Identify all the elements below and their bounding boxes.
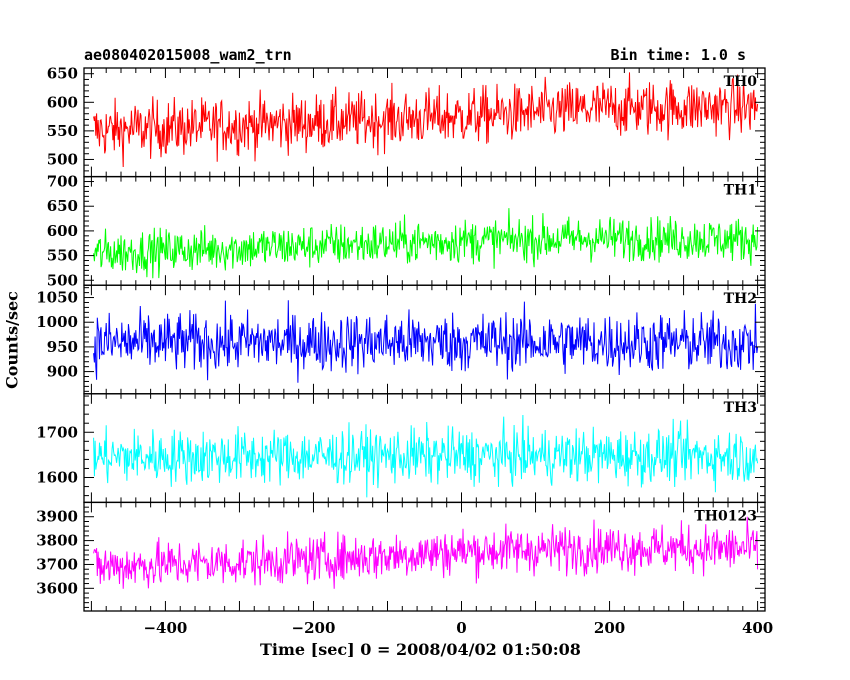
y-tick-label-th1: 500 (47, 271, 78, 289)
y-tick-label-th0123: 3700 (36, 555, 78, 573)
y-axis-label: Counts/sec (2, 291, 22, 389)
x-tick-label: −400 (143, 619, 187, 637)
y-tick-label-th0: 650 (47, 65, 78, 83)
panel-frame-th1 (83, 175, 766, 286)
x-tick-label: 200 (594, 619, 625, 637)
y-tick-label-th0123: 3900 (36, 508, 78, 526)
panel-label-th2: TH2 (724, 291, 757, 307)
y-tick-label-th0123: 3800 (36, 532, 78, 550)
y-tick-label-th0: 550 (47, 122, 78, 140)
y-tick-label-th0: 600 (47, 93, 78, 111)
bin-time-label: Bin time: 1.0 s (610, 46, 746, 64)
panel-label-th0123: TH0123 (694, 508, 757, 524)
y-tick-label-th1: 550 (47, 247, 78, 265)
chart-title: ae080402015008_wam2_trn (84, 46, 292, 64)
panel-frame-th0123 (83, 501, 766, 612)
panel-label-th1: TH1 (724, 183, 757, 199)
x-tick-label: −200 (292, 619, 336, 637)
series-line-th0123 (93, 516, 759, 589)
y-tick-label-th2: 1000 (36, 313, 78, 331)
y-tick-label-th1: 650 (47, 197, 78, 215)
y-tick-label-th3: 1700 (36, 423, 78, 441)
series-line-th3 (93, 414, 759, 498)
x-tick-label: 400 (742, 619, 773, 637)
panel-label-th3: TH3 (724, 400, 757, 416)
panel-frame-th0 (83, 67, 766, 178)
series-line-th2 (93, 300, 759, 383)
y-tick-label-th0: 500 (47, 150, 78, 168)
y-tick-label-th2: 900 (47, 363, 78, 381)
y-tick-label-th2: 1050 (36, 289, 78, 307)
y-tick-label-th0123: 3600 (36, 579, 78, 597)
x-axis-label: Time [sec] 0 = 2008/04/02 01:50:08 (260, 640, 581, 659)
x-tick-label: 0 (456, 619, 466, 637)
series-line-th1 (93, 208, 759, 279)
series-line-th0 (93, 72, 759, 168)
y-tick-label-th1: 600 (47, 222, 78, 240)
y-tick-label-th2: 950 (47, 338, 78, 356)
y-tick-label-th3: 1600 (36, 469, 78, 487)
panel-label-th0: TH0 (724, 74, 758, 90)
y-tick-label-th1: 700 (47, 173, 78, 191)
